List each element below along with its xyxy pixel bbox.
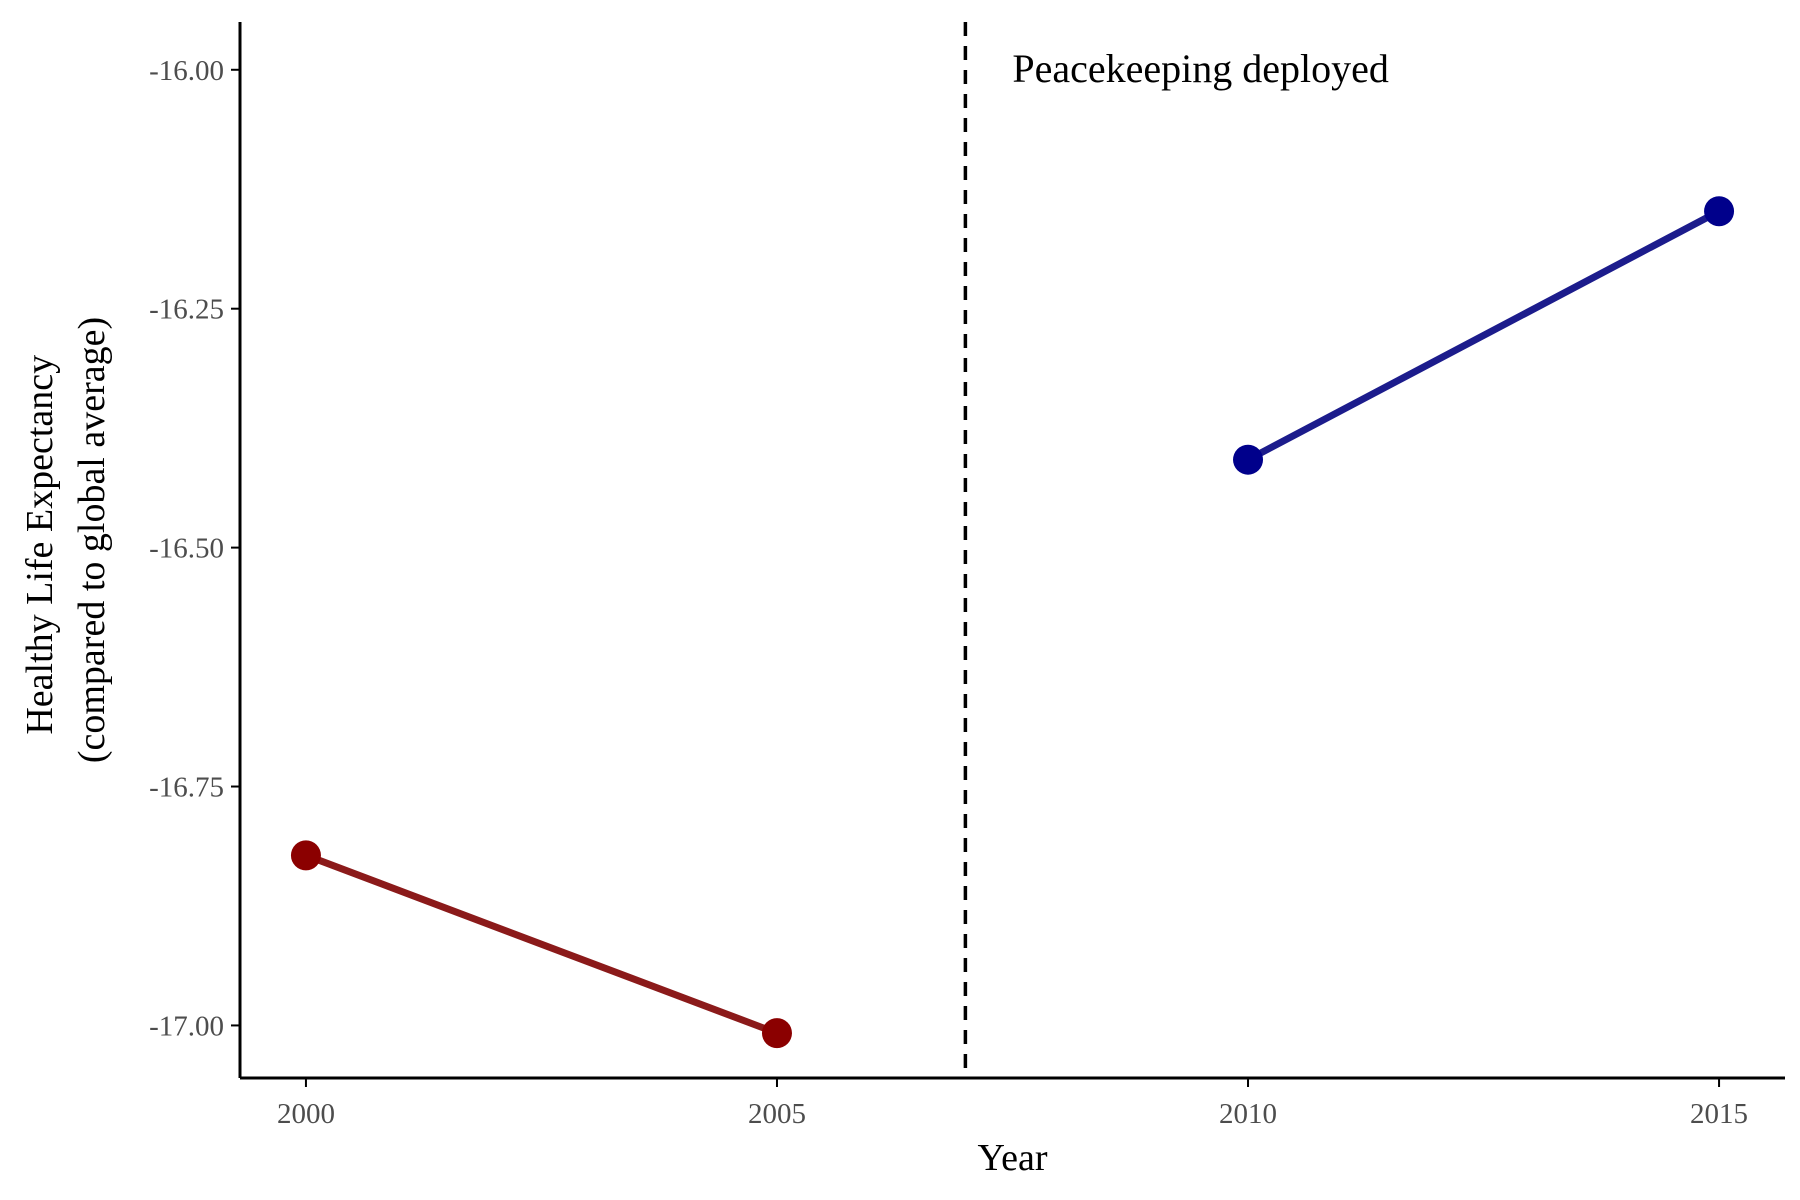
y-tick-label: -17.00 (149, 1010, 224, 1042)
series-1-point (290, 840, 321, 871)
plot-area: Peacekeeping deployed (290, 22, 1735, 1078)
series-2-line (1244, 207, 1723, 464)
y-tick-label: -16.50 (149, 533, 224, 565)
x-tick-label: 2015 (1690, 1098, 1748, 1130)
series-2-point (1704, 196, 1735, 227)
x-tick-label: 2000 (277, 1098, 335, 1130)
deployment-label: Peacekeeping deployed (1012, 46, 1389, 91)
y-axis-title: Healthy Life Expectancy (compared to glo… (19, 317, 113, 763)
axes (238, 22, 1785, 1080)
series-2-point (1233, 444, 1264, 475)
y-tick-label: -16.75 (149, 772, 224, 804)
series-1-point (761, 1018, 792, 1049)
y-axis-title-line-2: (compared to global average) (71, 317, 113, 763)
x-axis-ticks: 2000 2005 2010 2015 (277, 1078, 1748, 1130)
x-tick-label: 2005 (748, 1098, 806, 1130)
x-tick-label: 2010 (1219, 1098, 1277, 1130)
y-axis-ticks: -16.00 -16.25 -16.50 -16.75 -17.00 (149, 55, 240, 1042)
y-axis-title-line-1: Healthy Life Expectancy (19, 355, 61, 735)
x-axis-title: Year (977, 1137, 1047, 1179)
y-tick-label: -16.00 (149, 55, 224, 87)
y-tick-label: -16.25 (149, 294, 224, 326)
series-1-line (302, 851, 781, 1037)
